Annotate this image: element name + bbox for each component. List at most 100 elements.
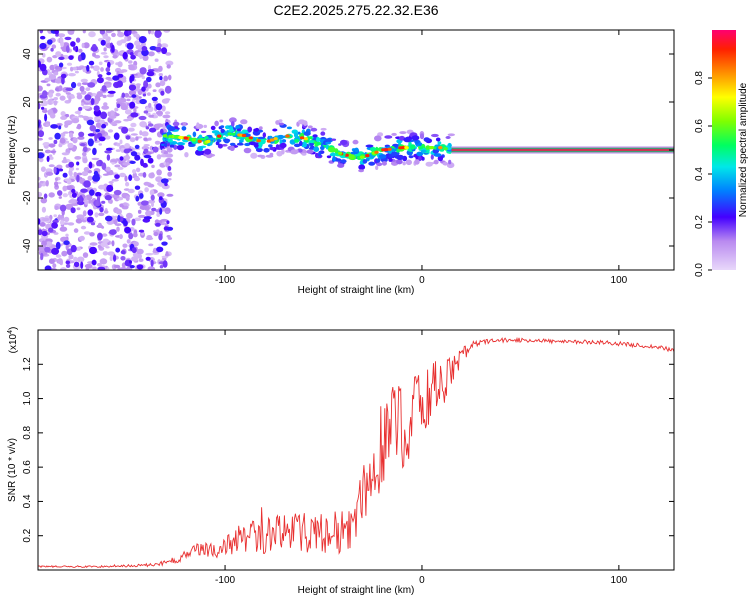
signal-blob xyxy=(310,127,318,132)
noise-speckle xyxy=(63,156,67,163)
noise-speckle xyxy=(70,203,79,206)
noise-blob xyxy=(140,158,144,167)
noise-speckle xyxy=(83,42,90,49)
noise-speckle xyxy=(153,231,159,237)
noise-blob xyxy=(78,106,83,111)
noise-speckle xyxy=(100,242,108,248)
noise-speckle xyxy=(61,250,68,257)
noise-speckle xyxy=(137,253,143,259)
noise-speckle xyxy=(156,169,162,176)
noise-speckle xyxy=(65,92,71,95)
noise-speckle xyxy=(77,82,82,87)
noise-speckle xyxy=(59,37,64,43)
x-tick-label: -100 xyxy=(215,275,235,286)
noise-speckle xyxy=(55,51,62,57)
signal-blob xyxy=(269,135,273,139)
noise-blob xyxy=(48,227,54,233)
noise-speckle xyxy=(82,157,88,164)
noise-speckle xyxy=(38,85,43,92)
noise-speckle xyxy=(91,157,100,161)
noise-speckle xyxy=(98,184,106,190)
signal-blob xyxy=(294,143,301,148)
y-tick-label: 20 xyxy=(22,96,33,108)
noise-blob xyxy=(90,98,95,106)
noise-blob xyxy=(145,126,150,130)
snr-panel: -100 0 100 0.2 0.4 0.6 0.8 1.0 1.2 Height of st… xyxy=(7,327,675,596)
signal-blob xyxy=(306,149,314,154)
noise-speckle xyxy=(46,68,51,75)
noise-speckle xyxy=(84,263,93,269)
noise-blob xyxy=(124,226,132,234)
noise-blob xyxy=(141,46,148,51)
signal-blob xyxy=(334,158,342,162)
noise-speckle xyxy=(77,66,83,71)
signal-blob xyxy=(259,139,266,145)
noise-speckle xyxy=(70,66,74,72)
noise-speckle xyxy=(49,113,56,119)
noise-blob xyxy=(121,126,129,134)
signal-peak xyxy=(429,146,434,150)
noise-blob xyxy=(120,250,126,255)
noise-blob xyxy=(99,30,106,35)
noise-blob xyxy=(122,51,128,60)
signal-peak xyxy=(359,155,365,159)
signal-blob xyxy=(312,134,318,138)
noise-speckle xyxy=(132,232,138,238)
noise-speckle xyxy=(127,188,135,194)
noise-blob xyxy=(40,35,46,40)
colorbar: 0.0 0.2 0.4 0.6 0.8 Normalized spectral ampl… xyxy=(694,30,749,277)
noise-blob xyxy=(147,123,154,127)
noise-blob xyxy=(58,125,62,130)
signal-blob xyxy=(376,162,383,167)
noise-speckle xyxy=(65,233,69,237)
noise-speckle xyxy=(65,244,69,251)
noise-speckle xyxy=(164,111,171,115)
signal-blob xyxy=(375,158,381,163)
noise-speckle xyxy=(41,240,47,247)
noise-speckle xyxy=(151,202,154,207)
signal-peak xyxy=(231,132,236,136)
noise-speckle xyxy=(92,52,96,57)
noise-blob xyxy=(155,222,161,227)
noise-blob xyxy=(84,94,92,101)
noise-speckle xyxy=(143,181,151,186)
noise-speckle xyxy=(59,137,66,144)
noise-blob xyxy=(158,196,163,201)
noise-speckle xyxy=(67,142,74,149)
noise-blob xyxy=(107,61,111,69)
noise-speckle xyxy=(135,167,141,173)
noise-blob xyxy=(141,49,149,57)
noise-blob xyxy=(149,127,157,133)
noise-blob xyxy=(51,222,58,229)
noise-blob xyxy=(129,260,132,264)
signal-peak xyxy=(206,139,211,143)
signal-blob xyxy=(257,154,264,158)
noise-speckle xyxy=(145,210,153,217)
noise-speckle xyxy=(123,118,130,122)
noise-speckle xyxy=(41,217,50,222)
noise-speckle xyxy=(117,61,123,68)
noise-speckle xyxy=(101,105,110,110)
y-tick-label: 1.0 xyxy=(22,391,33,405)
noise-blob xyxy=(113,189,122,196)
noise-speckle xyxy=(115,149,121,152)
noise-speckle xyxy=(105,76,112,80)
noise-speckle xyxy=(53,71,59,76)
noise-blob xyxy=(134,154,141,161)
noise-blob xyxy=(138,115,147,121)
noise-speckle xyxy=(115,208,122,215)
noise-speckle xyxy=(116,40,123,46)
signal-blob xyxy=(418,155,422,162)
snr-x-axis: -100 0 100 xyxy=(215,330,628,586)
noise-speckle xyxy=(161,105,166,112)
noise-speckle xyxy=(157,192,165,198)
noise-speckle xyxy=(124,35,128,42)
noise-blob xyxy=(70,244,77,253)
noise-blob xyxy=(160,90,165,96)
noise-speckle xyxy=(82,105,90,110)
signal-blob xyxy=(416,151,424,157)
noise-speckle xyxy=(74,70,79,74)
signal-blob xyxy=(368,161,376,166)
noise-speckle xyxy=(148,30,151,35)
noise-blob xyxy=(96,77,104,84)
